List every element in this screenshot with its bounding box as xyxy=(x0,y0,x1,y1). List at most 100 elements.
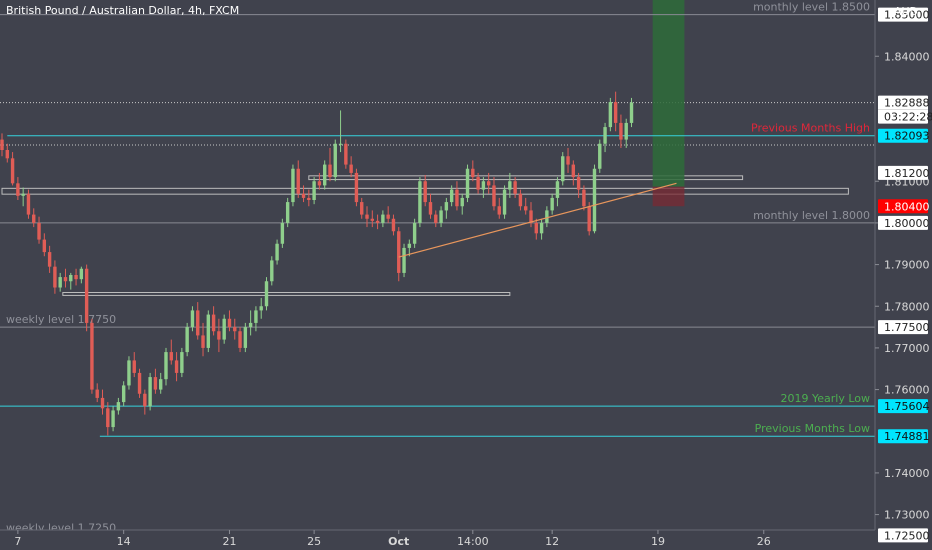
candle-body xyxy=(270,260,274,282)
price-tick-label: 1.76000 xyxy=(884,384,930,397)
price-badge xyxy=(878,215,928,230)
level-label: weekly level 1.7750 xyxy=(6,313,116,326)
candle-body xyxy=(137,372,142,394)
candle-body xyxy=(460,197,464,207)
candle-body xyxy=(402,247,406,273)
price-axis-bg xyxy=(875,0,932,550)
candle-body xyxy=(5,150,9,159)
candle-body xyxy=(238,331,242,348)
price-badge-label: 1.80400 xyxy=(884,200,930,213)
candles-layer xyxy=(0,91,634,436)
level-label: Previous Months Low xyxy=(755,422,870,435)
candle-body xyxy=(439,210,443,223)
candle-body xyxy=(32,214,36,223)
price-tick-label: 1.84000 xyxy=(884,50,930,63)
price-badge-label: 1.80000 xyxy=(884,217,930,230)
grid-layer xyxy=(0,102,875,146)
candle-body xyxy=(63,277,68,282)
level-label: monthly level 1.8500 xyxy=(753,1,870,14)
candle-body xyxy=(624,122,628,140)
candle-body xyxy=(407,243,412,248)
candle-body xyxy=(121,385,126,403)
price-badge-label: 1.75604 xyxy=(884,400,930,413)
candle-body xyxy=(201,335,205,348)
time-tick-label: 26 xyxy=(757,535,771,548)
candle-body xyxy=(275,243,279,261)
candle-body xyxy=(280,222,285,244)
candle-body xyxy=(159,379,163,390)
candle-body xyxy=(317,181,322,186)
candle-body xyxy=(344,143,348,165)
candle-body xyxy=(423,181,427,203)
candle-body xyxy=(74,275,78,280)
candle-body xyxy=(471,168,475,178)
countdown-label: 03:22:28 xyxy=(884,111,932,124)
candle-body xyxy=(132,360,136,373)
candle-body xyxy=(47,252,52,267)
candle-body xyxy=(90,322,94,390)
candle-body xyxy=(360,202,364,215)
price-badge-label: 1.82093 xyxy=(884,130,930,143)
candle-body xyxy=(455,189,459,207)
candle-body xyxy=(217,331,221,340)
zones-layer xyxy=(1,0,849,296)
candle-body xyxy=(328,164,332,178)
price-badge-label: 1.81200 xyxy=(884,167,930,180)
candle-body xyxy=(153,377,158,390)
candle-body xyxy=(291,168,295,203)
time-tick-label: 12 xyxy=(545,535,559,548)
levels-layer: monthly level 1.8500 monthly level 1.8000… xyxy=(0,1,875,536)
price-tick-label: 1.78000 xyxy=(884,300,930,313)
candle-body xyxy=(550,197,554,211)
candle-body xyxy=(0,139,4,150)
candle-body xyxy=(233,327,237,332)
candle-body xyxy=(539,222,544,234)
support-resistance-zone xyxy=(62,292,511,296)
candle-body xyxy=(492,185,496,207)
time-tick-label: 21 xyxy=(222,535,236,548)
candle-body xyxy=(508,181,512,190)
candle-body xyxy=(21,193,25,196)
candle-body xyxy=(481,181,486,190)
price-badge-label: 1.72500 xyxy=(884,529,930,542)
candle-body xyxy=(106,408,110,428)
candle-body xyxy=(613,102,618,123)
candle-body xyxy=(222,318,226,340)
price-badge xyxy=(878,399,928,414)
candle-body xyxy=(497,206,501,215)
position-profit-area xyxy=(652,0,685,187)
candle-body xyxy=(264,281,269,307)
price-tick-label: 1.73000 xyxy=(884,509,930,522)
candle-body xyxy=(524,206,528,211)
candle-body xyxy=(449,189,454,203)
price-tick-label: 1.77000 xyxy=(884,342,930,355)
candle-body xyxy=(190,310,195,328)
candle-body xyxy=(296,168,300,194)
candle-body xyxy=(555,181,560,198)
candle-body xyxy=(529,210,533,223)
candle-body xyxy=(518,193,523,207)
price-badge xyxy=(878,165,928,180)
time-tick-label: Oct xyxy=(388,535,409,548)
candle-body xyxy=(412,222,417,244)
candle-body xyxy=(127,360,131,386)
price-tick-label: 1.79000 xyxy=(884,259,930,272)
candle-body xyxy=(180,352,184,373)
candle-body xyxy=(349,164,353,173)
candle-body xyxy=(211,314,216,332)
candle-body xyxy=(79,268,84,280)
price-badge xyxy=(878,199,928,214)
candle-body xyxy=(476,177,480,190)
candle-body xyxy=(37,222,41,240)
candle-body xyxy=(254,310,258,323)
candle-body xyxy=(164,352,168,380)
position-stop-area xyxy=(652,186,685,207)
candle-body xyxy=(354,172,359,203)
candle-body xyxy=(397,231,401,273)
candle-body xyxy=(592,168,597,232)
candle-body xyxy=(333,143,337,178)
price-badge-label: 1.85000 xyxy=(884,9,930,22)
candle-body xyxy=(206,314,211,348)
candle-body xyxy=(58,277,62,288)
